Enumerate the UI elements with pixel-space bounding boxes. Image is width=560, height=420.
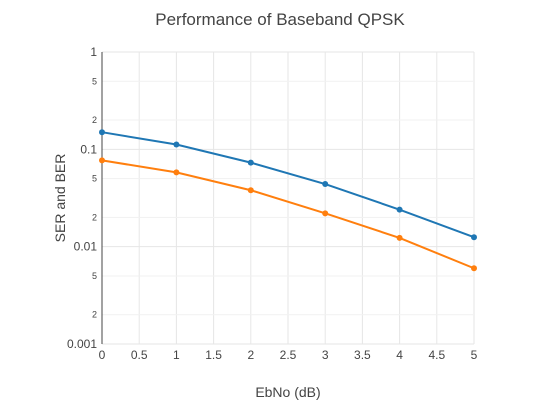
y-axis-title: SER and BER [52,154,68,243]
series-group [99,129,477,272]
data-point [471,265,477,272]
x-tick-label: 4 [396,348,403,362]
data-point [322,181,329,188]
y-minor-tick-label: 5 [92,174,97,184]
x-tick-label: 0.5 [131,348,148,362]
tick-labels: 0 0.5 1 1.5 2 2.5 3 3.5 4 4.5 5 0.001 0.01 0.1 1 2 5 2 5 2 5 [67,45,478,362]
x-tick-label: 3 [322,348,329,362]
x-tick-label: 1.5 [205,348,222,362]
x-tick-label: 2.5 [280,348,297,362]
series-1 [99,129,477,241]
data-point [471,234,477,241]
data-point [247,187,254,194]
chart-title: Performance of Baseband QPSK [155,10,405,29]
series-2 [99,157,477,272]
x-tick-label: 3.5 [354,348,371,362]
y-minor-tick-label: 2 [92,115,97,125]
series-line [101,159,475,270]
data-point [99,129,105,136]
data-point [396,206,403,213]
y-tick-label: 1 [90,45,97,59]
data-point [173,169,180,176]
y-minor-tick-label: 5 [92,271,97,281]
y-tick-label: 0.01 [74,240,98,254]
x-tick-label: 4.5 [428,348,445,362]
x-tick-label: 0 [99,348,106,362]
data-point [247,159,254,166]
y-minor-tick-label: 2 [92,212,97,222]
grid [102,51,475,345]
y-minor-tick-label: 2 [92,310,97,320]
x-tick-label: 2 [247,348,254,362]
x-tick-label: 1 [173,348,180,362]
data-point [396,234,403,241]
data-point [322,210,329,217]
data-point [173,141,180,148]
data-point [99,157,105,164]
y-minor-tick-label: 5 [92,76,97,86]
x-tick-label: 5 [471,348,478,362]
y-tick-label: 0.1 [80,142,97,156]
series-line [101,131,475,239]
y-tick-label: 0.001 [67,337,97,351]
x-axis-title: EbNo (dB) [255,384,320,400]
